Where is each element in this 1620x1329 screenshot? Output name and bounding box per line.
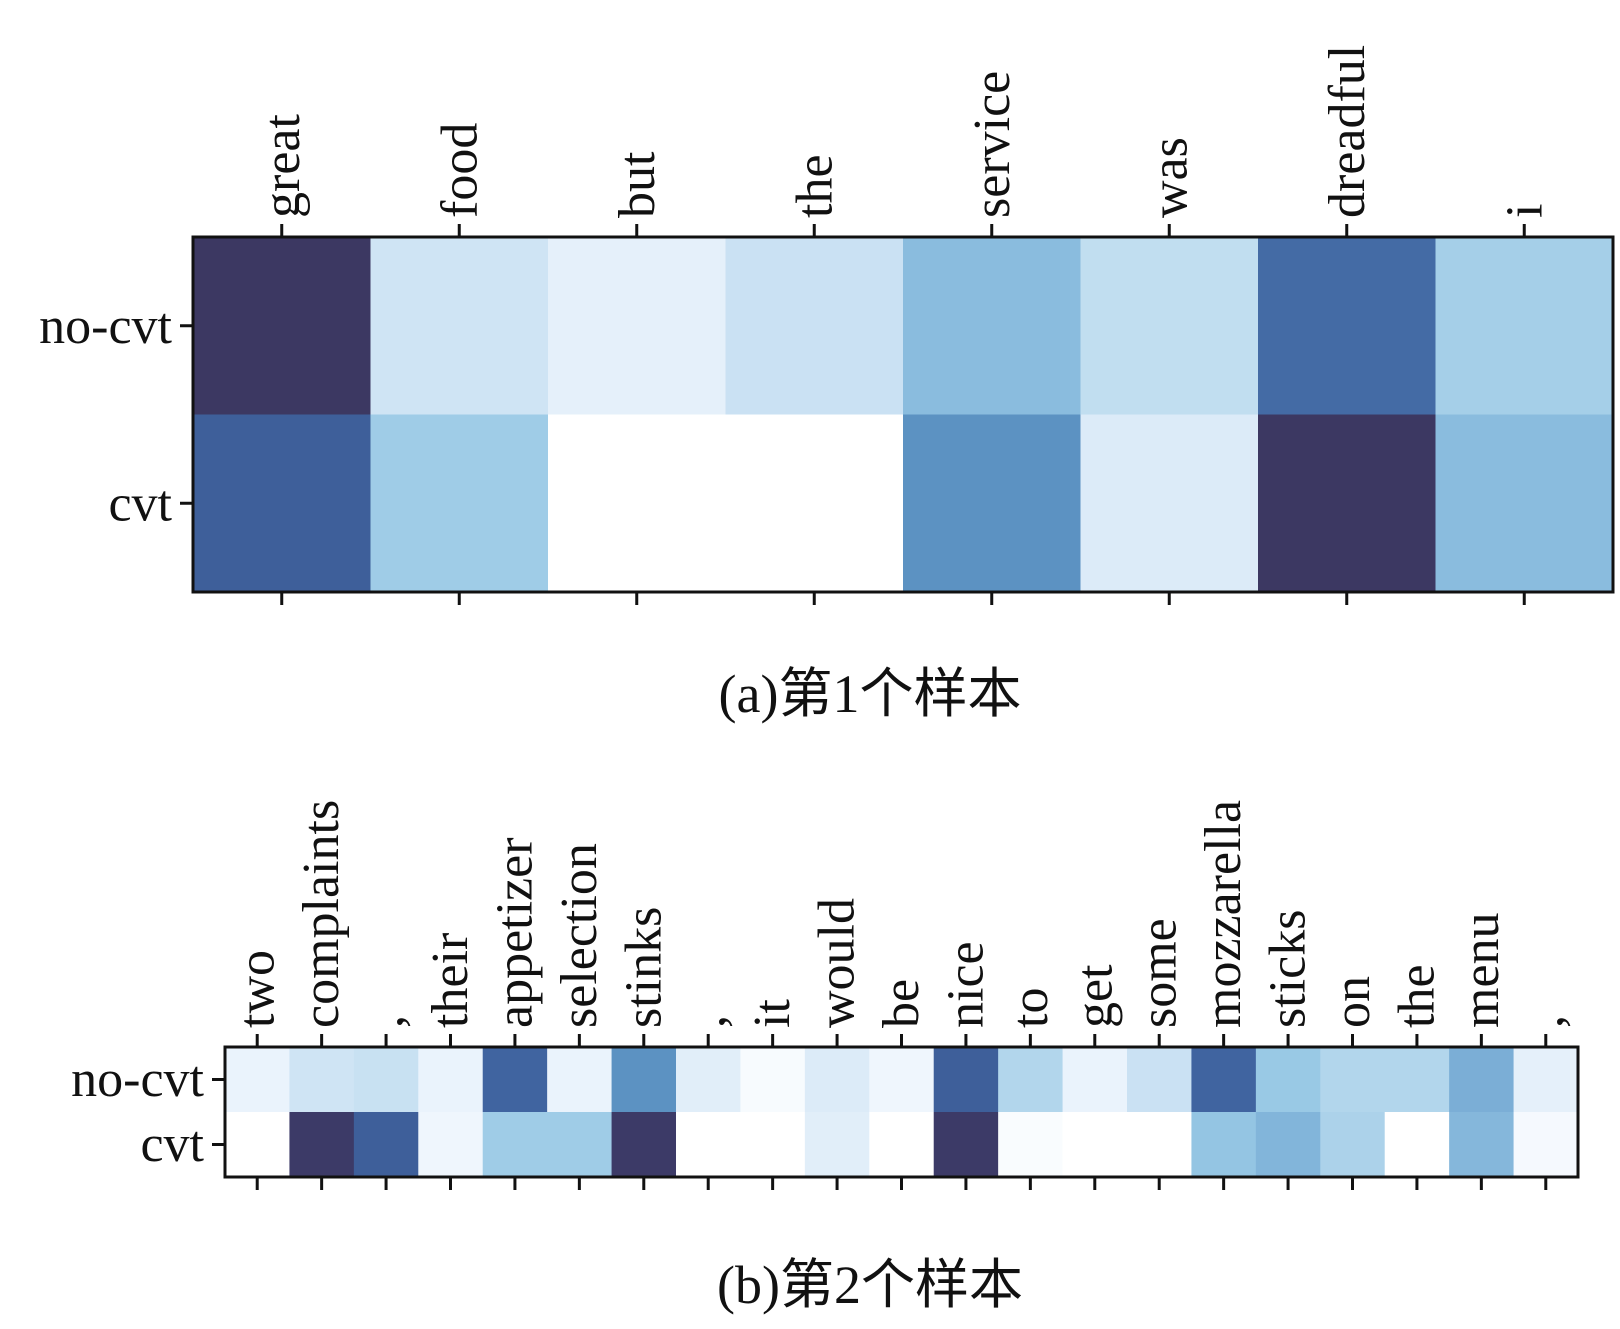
- column-label-3: the: [786, 154, 843, 218]
- cell-cvt-6-dreadful: [1258, 414, 1436, 593]
- cell-no-cvt-6-stinks: [611, 1047, 677, 1113]
- column-label-4: appetizer: [486, 837, 543, 1028]
- cell-no-cvt-0-two: [225, 1047, 290, 1113]
- cell-no-cvt-4-service: [903, 237, 1081, 415]
- column-label-17: on: [1324, 976, 1381, 1028]
- column-label-11: nice: [937, 941, 994, 1028]
- cell-cvt-7-comma: [676, 1112, 741, 1178]
- cell-no-cvt-3-their: [418, 1047, 484, 1113]
- cell-no-cvt-6-dreadful: [1258, 237, 1436, 415]
- column-label-13: get: [1066, 964, 1123, 1028]
- cell-cvt-18-the: [1384, 1112, 1450, 1178]
- cell-no-cvt-15-mozzarella: [1191, 1047, 1257, 1113]
- column-label-16: sticks: [1260, 910, 1317, 1028]
- cell-cvt-11-nice: [933, 1112, 999, 1178]
- column-label-15: mozzarella: [1195, 800, 1252, 1028]
- cell-cvt-8-it: [740, 1112, 806, 1178]
- cell-cvt-3-the: [725, 414, 904, 593]
- column-label-10: be: [873, 979, 930, 1028]
- cell-no-cvt-4-appetizer: [482, 1047, 548, 1113]
- chart-caption: (b)第2个样本: [717, 1255, 1023, 1315]
- cell-cvt-1-food: [370, 414, 549, 593]
- cell-cvt-16-sticks: [1255, 1112, 1321, 1178]
- column-label-3: their: [422, 933, 479, 1028]
- cell-cvt-0-great: [193, 414, 371, 593]
- cell-cvt-4-appetizer: [482, 1112, 548, 1178]
- cell-no-cvt-10-be: [869, 1047, 935, 1113]
- row-label-cvt: cvt: [140, 1116, 204, 1173]
- cell-cvt-14-some: [1127, 1112, 1192, 1178]
- cell-cvt-6-stinks: [611, 1112, 677, 1178]
- cell-no-cvt-5-was: [1080, 237, 1259, 415]
- column-label-1: complaints: [293, 800, 350, 1028]
- cell-cvt-15-mozzarella: [1191, 1112, 1257, 1178]
- column-label-19: menu: [1453, 912, 1510, 1028]
- column-label-0: two: [229, 950, 286, 1028]
- cell-cvt-12-to: [998, 1112, 1064, 1178]
- column-label-20: ,: [1517, 1015, 1574, 1028]
- cell-no-cvt-19-menu: [1449, 1047, 1515, 1113]
- cell-no-cvt-7-comma: [676, 1047, 741, 1113]
- cell-no-cvt-8-it: [740, 1047, 806, 1113]
- cell-no-cvt-7-i: [1435, 237, 1614, 415]
- cell-no-cvt-1-food: [370, 237, 549, 415]
- column-label-7: i: [1496, 204, 1553, 218]
- row-label-cvt: cvt: [108, 475, 172, 532]
- row-label-nocvt: no-cvt: [71, 1051, 204, 1108]
- cell-no-cvt-20-comma: [1513, 1047, 1579, 1113]
- heatmap-chart-sample-2: two complaints, their appetizer selection sti…: [71, 800, 1580, 1315]
- chart-caption: (a)第1个样本: [719, 664, 1022, 724]
- cell-no-cvt-13-get: [1062, 1047, 1128, 1113]
- column-label-12: to: [1002, 988, 1059, 1028]
- cell-cvt-9-would: [804, 1112, 870, 1178]
- row-label-nocvt: no-cvt: [39, 298, 172, 355]
- column-label-5: selection: [551, 843, 608, 1028]
- cell-cvt-4-service: [903, 414, 1081, 593]
- cell-no-cvt-11-nice: [933, 1047, 999, 1113]
- column-label-2: ,: [358, 1015, 415, 1028]
- cell-no-cvt-1-complaints: [289, 1047, 355, 1113]
- cell-no-cvt-0-great: [193, 237, 371, 415]
- cell-no-cvt-17-on: [1320, 1047, 1386, 1113]
- cell-no-cvt-14-some: [1127, 1047, 1192, 1113]
- column-label-1: food: [431, 123, 488, 218]
- column-label-8: it: [744, 999, 801, 1028]
- cell-no-cvt-12-to: [998, 1047, 1064, 1113]
- plot-frame: [191, 235, 1615, 594]
- heatmap-chart-sample-1: great food but the service was dreadful i no-cvt…: [39, 45, 1615, 724]
- cell-cvt-1-complaints: [289, 1112, 355, 1178]
- cell-no-cvt-9-would: [804, 1047, 870, 1113]
- column-label-6: stinks: [615, 907, 672, 1028]
- column-label-7: ,: [680, 1015, 737, 1028]
- cell-no-cvt-2-comma: [353, 1047, 419, 1113]
- column-label-4: service: [964, 71, 1021, 218]
- column-label-5: was: [1141, 137, 1198, 218]
- cell-no-cvt-5-selection: [547, 1047, 613, 1113]
- cell-no-cvt-3-the: [725, 237, 904, 415]
- column-label-2: but: [609, 151, 666, 218]
- cell-cvt-7-i: [1435, 414, 1614, 593]
- cell-cvt-19-menu: [1449, 1112, 1515, 1178]
- cell-no-cvt-18-the: [1384, 1047, 1450, 1113]
- cell-cvt-5-was: [1080, 414, 1259, 593]
- column-label-14: some: [1131, 918, 1188, 1028]
- column-label-9: would: [809, 898, 866, 1028]
- cell-cvt-3-their: [418, 1112, 484, 1178]
- column-label-6: dreadful: [1319, 45, 1376, 218]
- cell-cvt-2-but: [548, 414, 726, 593]
- cell-no-cvt-16-sticks: [1255, 1047, 1321, 1113]
- cell-no-cvt-2-but: [548, 237, 726, 415]
- cell-cvt-20-comma: [1513, 1112, 1579, 1178]
- column-label-0: great: [254, 114, 311, 218]
- cell-cvt-13-get: [1062, 1112, 1128, 1178]
- cell-cvt-17-on: [1320, 1112, 1386, 1178]
- cell-cvt-5-selection: [547, 1112, 613, 1178]
- cell-cvt-10-be: [869, 1112, 935, 1178]
- cell-cvt-0-two: [225, 1112, 290, 1178]
- cell-cvt-2-comma: [353, 1112, 419, 1178]
- column-label-18: the: [1388, 964, 1445, 1028]
